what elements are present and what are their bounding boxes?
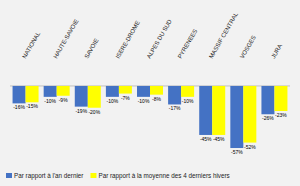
data-label: -45% [213,136,225,142]
category-label: MASSIF CENTRAL [208,11,240,60]
bar [243,86,256,143]
data-label: -10% [107,98,119,104]
bar [150,86,163,95]
data-label: -15% [26,103,38,109]
chart: -16%-10%-19%-10%-10%-17%-45%-57%-26%-15%… [0,0,300,186]
data-label: -10% [138,98,150,104]
bar [230,86,243,148]
data-label: -16% [13,104,25,110]
bar [106,86,119,97]
data-label: -7% [121,95,130,101]
data-label: -10% [44,98,56,104]
data-label: -45% [200,136,212,142]
bar [261,86,274,114]
data-label: -57% [231,149,243,155]
legend-label: Par rapport à l'an dernier [14,172,83,180]
data-label: -8% [152,96,161,102]
bar [168,86,181,105]
bar [119,86,132,94]
bar [88,86,101,108]
data-label: -52% [244,144,256,150]
category-label: ALPES DU SUD [146,18,174,60]
category-label: SAVOIE [83,38,99,60]
data-label: -23% [275,112,287,118]
category-label: JURA [270,43,283,60]
legend: Par rapport à l'an dernier Par rapport à … [6,172,230,180]
data-label: -19% [75,108,87,114]
data-label: -10% [182,98,194,104]
legend-swatch [6,173,12,178]
category-label: NATIONAL [21,30,41,59]
data-label: -9% [59,97,68,103]
data-label: -26% [262,115,274,121]
bar [13,86,26,103]
bars [13,86,288,148]
bar [137,86,150,97]
bar [44,86,57,97]
data-label: -20% [88,109,100,115]
bar [26,86,39,102]
bar [212,86,225,135]
bar [57,86,70,96]
legend-swatch [90,173,96,178]
bar [75,86,88,107]
category-label: ISERE-DROME [115,20,141,60]
bar [181,86,194,97]
category-label: VOSGES [239,35,257,60]
data-label: -17% [169,105,181,111]
data-labels: -16%-10%-19%-10%-10%-17%-45%-57%-26%-15%… [13,95,287,155]
bar [274,86,287,111]
bar [199,86,212,135]
legend-label: Par rapport à la moyenne des 4 derniers … [98,172,229,180]
category-label: PYRENEES [177,28,199,59]
category-label: HAUTE-SAVOIE [52,18,79,59]
